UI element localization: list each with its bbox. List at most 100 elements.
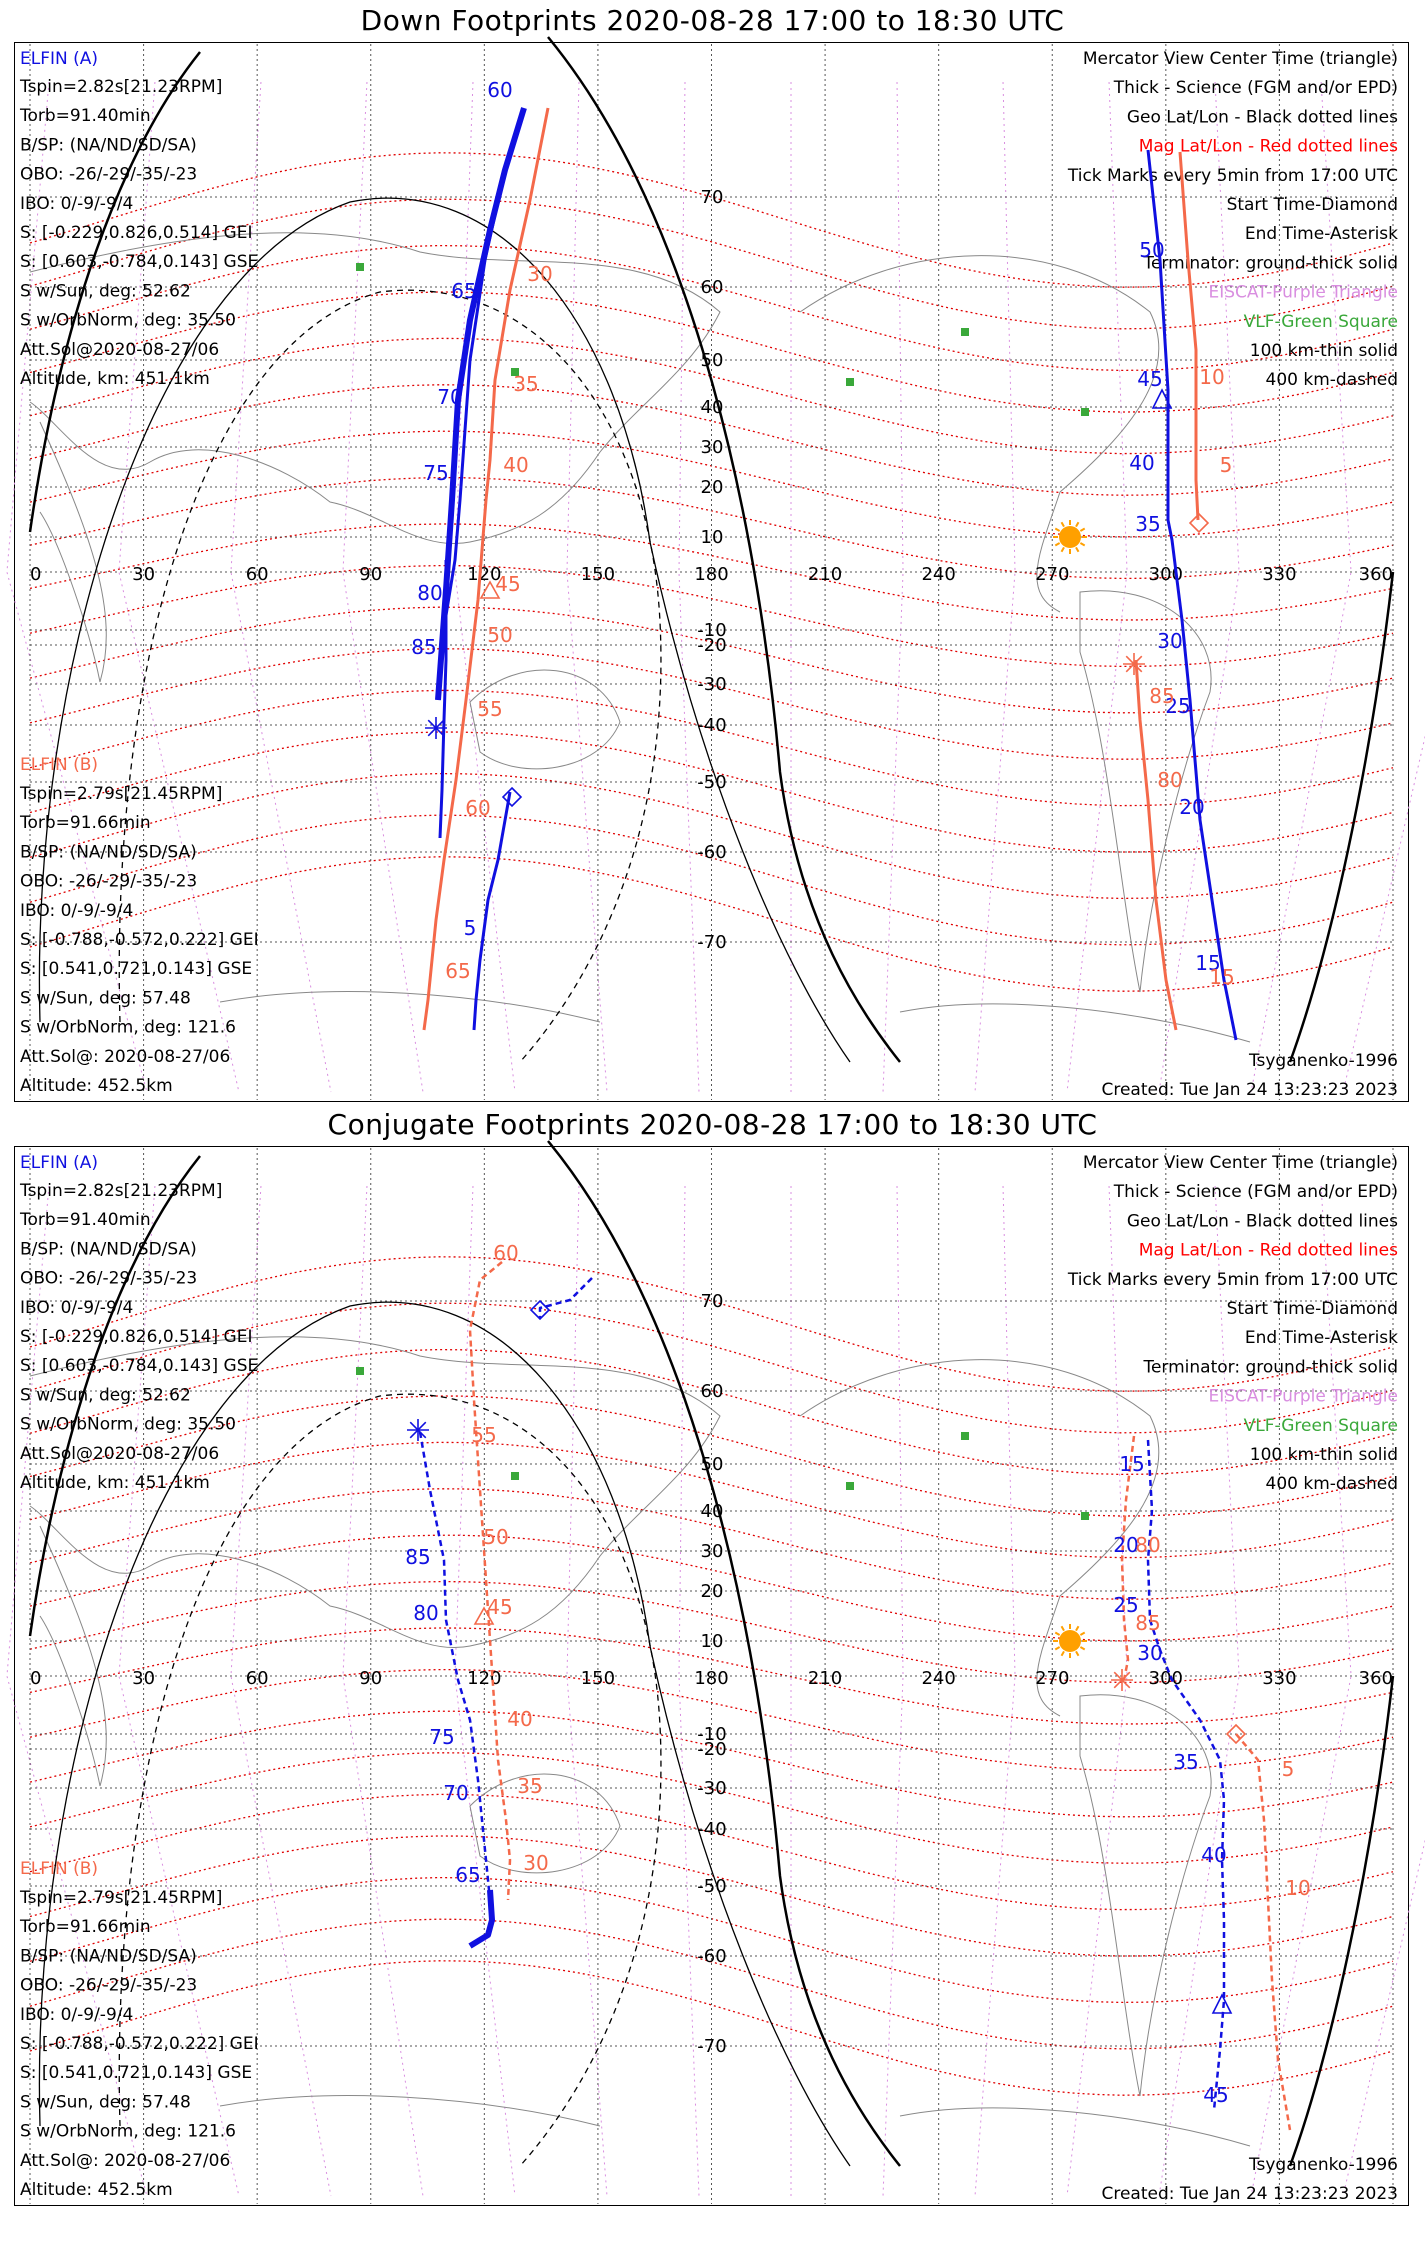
mag-meridian: [342, 1185, 424, 2197]
legend-entry: Mercator View Center Time (triangle): [1083, 1153, 1398, 1173]
elfin-a-info: Att.Sol@2020-08-27/06: [20, 1444, 219, 1464]
legend-entry: Geo Lat/Lon - Black dotted lines: [1127, 1211, 1398, 1231]
mag-lat-line: [29, 1302, 1394, 1434]
track-tick-label: 35: [513, 372, 538, 396]
elfin-b-heading: ELFIN (B): [20, 755, 98, 775]
start-diamond: [1188, 512, 1210, 534]
elfin-a-track: [436, 169, 507, 701]
coastline: [1079, 590, 1212, 993]
track-tick-label: 60: [487, 78, 512, 102]
track-tick-label: 15: [1119, 1452, 1144, 1476]
track-tick-label: 30: [1137, 1641, 1162, 1665]
vlf-square: [1081, 408, 1089, 416]
lat-label: 20: [701, 1581, 724, 1602]
mag-meridian: [1342, 1838, 1425, 2197]
elfin-a-info: Tspin=2.82s[21.23RPM]: [19, 77, 222, 97]
lat-label: -60: [697, 842, 726, 863]
elfin-a-info: Tspin=2.82s[21.23RPM]: [19, 1181, 222, 1201]
elfin-a-info: S w/Sun, deg: 52.62: [20, 1385, 191, 1405]
mag-meridian: [454, 1185, 516, 2197]
center-triangle: [1211, 1993, 1233, 2014]
end-asterisk: [1111, 1669, 1133, 1691]
lon-label: 90: [359, 564, 382, 585]
coastline: [799, 1359, 1160, 1717]
terminator: [28, 36, 1395, 1063]
track-tick-label: 80: [1157, 768, 1182, 792]
elfin-b-info: S: [0.541,0.721,0.143] GSE: [20, 959, 252, 979]
mag-meridian: [1342, 734, 1425, 1093]
vlf-square: [356, 1367, 364, 1375]
track-tick-label: 15: [1209, 965, 1234, 989]
track-tick-label: 40: [1129, 451, 1154, 475]
track-tick-label: 20: [1113, 1533, 1138, 1557]
lat-label: -50: [697, 1876, 726, 1897]
elfin-a-info: Torb=91.40min: [19, 1210, 151, 1230]
created-label: Created: Tue Jan 24 13:23:23 2023: [1101, 1080, 1398, 1100]
sun-icon: [1053, 520, 1087, 554]
track-tick-label: 35: [1135, 512, 1160, 536]
legend-entry: EISCAT-Purple Triangle: [1208, 1387, 1398, 1407]
mag-meridian: [6, 81, 148, 1093]
lat-label: -60: [697, 1946, 726, 1967]
elfin-b-info: B/SP: (NA/ND/SD/SA): [20, 1946, 197, 1966]
legend-entry: Start Time-Diamond: [1227, 1299, 1398, 1319]
lon-label: 240: [921, 564, 955, 585]
lat-label: 70: [701, 187, 724, 208]
mag-meridian: [882, 1185, 904, 2197]
lon-label: 270: [1035, 1668, 1069, 1689]
terminator-100km: [38, 1301, 851, 2167]
lon-label: 150: [581, 564, 615, 585]
legend-entry: Mag Lat/Lon - Red dotted lines: [1139, 1241, 1398, 1261]
mag-meridian: [1250, 81, 1352, 1093]
sun-ray: [1079, 542, 1086, 547]
mag-meridians: [6, 81, 1425, 1093]
sun-ray: [1079, 1646, 1086, 1651]
elfin-b-conj-track: [1120, 1435, 1136, 1681]
lat-label: 50: [701, 350, 724, 371]
track-tick-label: 30: [527, 262, 552, 286]
track-tick-label: 65: [445, 959, 470, 983]
elfin-b-info: S: [0.541,0.721,0.143] GSE: [20, 2063, 252, 2083]
lat-label: -70: [697, 932, 726, 953]
track-tick-label: 10: [1199, 365, 1224, 389]
elfin-a-heading: ELFIN (A): [20, 49, 98, 69]
vlf-square: [511, 368, 519, 376]
legend-entry: 100 km-thin solid: [1250, 1445, 1398, 1465]
mag-meridian: [882, 81, 904, 1093]
mag-meridian: [6, 1185, 148, 2197]
sun-ray: [1060, 521, 1065, 528]
vlf-square: [1081, 1512, 1089, 1520]
mag-meridian: [230, 1185, 332, 2197]
created-label: Created: Tue Jan 24 13:23:23 2023: [1101, 2184, 1398, 2204]
sun-ray: [1060, 1625, 1065, 1632]
elfin-b-info: Torb=91.66min: [19, 1917, 151, 1937]
elfin-b-info: S w/OrbNorm, deg: 121.6: [20, 2122, 236, 2142]
elfin-a-track: [438, 560, 448, 839]
elfin-a-track: [1146, 149, 1238, 1041]
track-tick-label: 70: [443, 1781, 468, 1805]
lon-label: 180: [694, 564, 728, 585]
center-triangle: [473, 1606, 495, 1625]
track-tick-label: 60: [465, 796, 490, 820]
terminator: [28, 1140, 1395, 2167]
lon-label: 210: [808, 1668, 842, 1689]
lat-label: -70: [697, 2036, 726, 2057]
elfin-b-info: IBO: 0/-9/-9/4: [20, 901, 133, 921]
track-tick-label: 5: [1220, 453, 1233, 477]
legend-entry: 400 km-dashed: [1266, 1474, 1398, 1494]
mag-meridian: [1066, 1185, 1128, 2197]
lat-label: 40: [701, 397, 724, 418]
track-tick-label: 35: [1173, 1750, 1198, 1774]
sun-ray: [1075, 546, 1080, 553]
mag-meridian: [566, 81, 608, 1093]
mag-meridian: [454, 81, 516, 1093]
geo-latlon-grid: [29, 1148, 1394, 2204]
mag-lat-line: [29, 152, 1394, 288]
lon-label: 90: [359, 1668, 382, 1689]
sun-ray: [1060, 546, 1065, 553]
coastlines: [29, 232, 1251, 1043]
end-asterisk: [407, 1419, 429, 1441]
lat-label: 30: [701, 437, 724, 458]
legend-entry: Thick - Science (FGM and/or EPD): [1113, 1182, 1398, 1202]
elfin-a-info: S w/Sun, deg: 52.62: [20, 281, 191, 301]
